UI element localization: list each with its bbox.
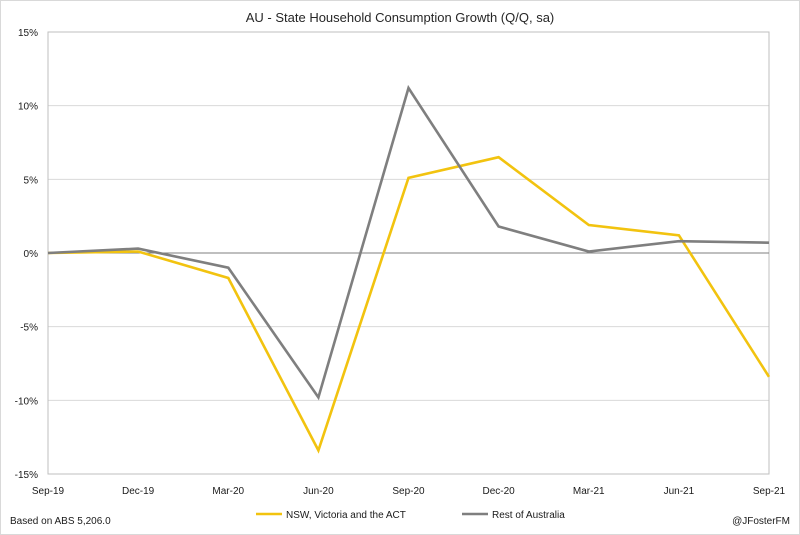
x-tick-label: Mar-21 xyxy=(573,486,605,497)
y-tick-label: 10% xyxy=(18,102,38,113)
x-tick-label: Jun-20 xyxy=(303,486,334,497)
y-axis: 15% 10% 5% 0% -5% -10% -15% xyxy=(15,28,38,481)
series-line-2 xyxy=(47,84,770,401)
series-line-1 xyxy=(47,155,771,454)
legend-entry: Rest of Australia xyxy=(492,510,565,521)
y-tick-label: -10% xyxy=(15,396,38,407)
chart-title: AU - State Household Consumption Growth … xyxy=(246,10,555,25)
y-tick-label: -5% xyxy=(20,323,38,334)
y-tick-label: -15% xyxy=(15,470,38,481)
x-tick-label: Mar-20 xyxy=(212,486,244,497)
x-tick-label: Sep-21 xyxy=(753,486,786,497)
x-axis: Sep-19 Dec-19 Mar-20 Jun-20 Sep-20 Dec-20 Mar-… xyxy=(32,486,786,497)
x-tick-label: Jun-21 xyxy=(664,486,695,497)
source-note: Based on ABS 5,206.0 xyxy=(10,516,111,527)
y-tick-label: 5% xyxy=(24,175,39,186)
series-lines xyxy=(47,84,771,454)
x-tick-label: Sep-20 xyxy=(392,486,425,497)
credit-label: @JFosterFM xyxy=(732,516,790,527)
legend-entry: NSW, Victoria and the ACT xyxy=(286,510,406,521)
x-tick-label: Sep-19 xyxy=(32,486,65,497)
x-tick-label: Dec-19 xyxy=(122,486,155,497)
x-tick-label: Dec-20 xyxy=(483,486,516,497)
y-tick-label: 15% xyxy=(18,28,38,39)
y-tick-label: 0% xyxy=(24,249,39,260)
legend: NSW, Victoria and the ACT Rest of Austral… xyxy=(256,510,565,521)
